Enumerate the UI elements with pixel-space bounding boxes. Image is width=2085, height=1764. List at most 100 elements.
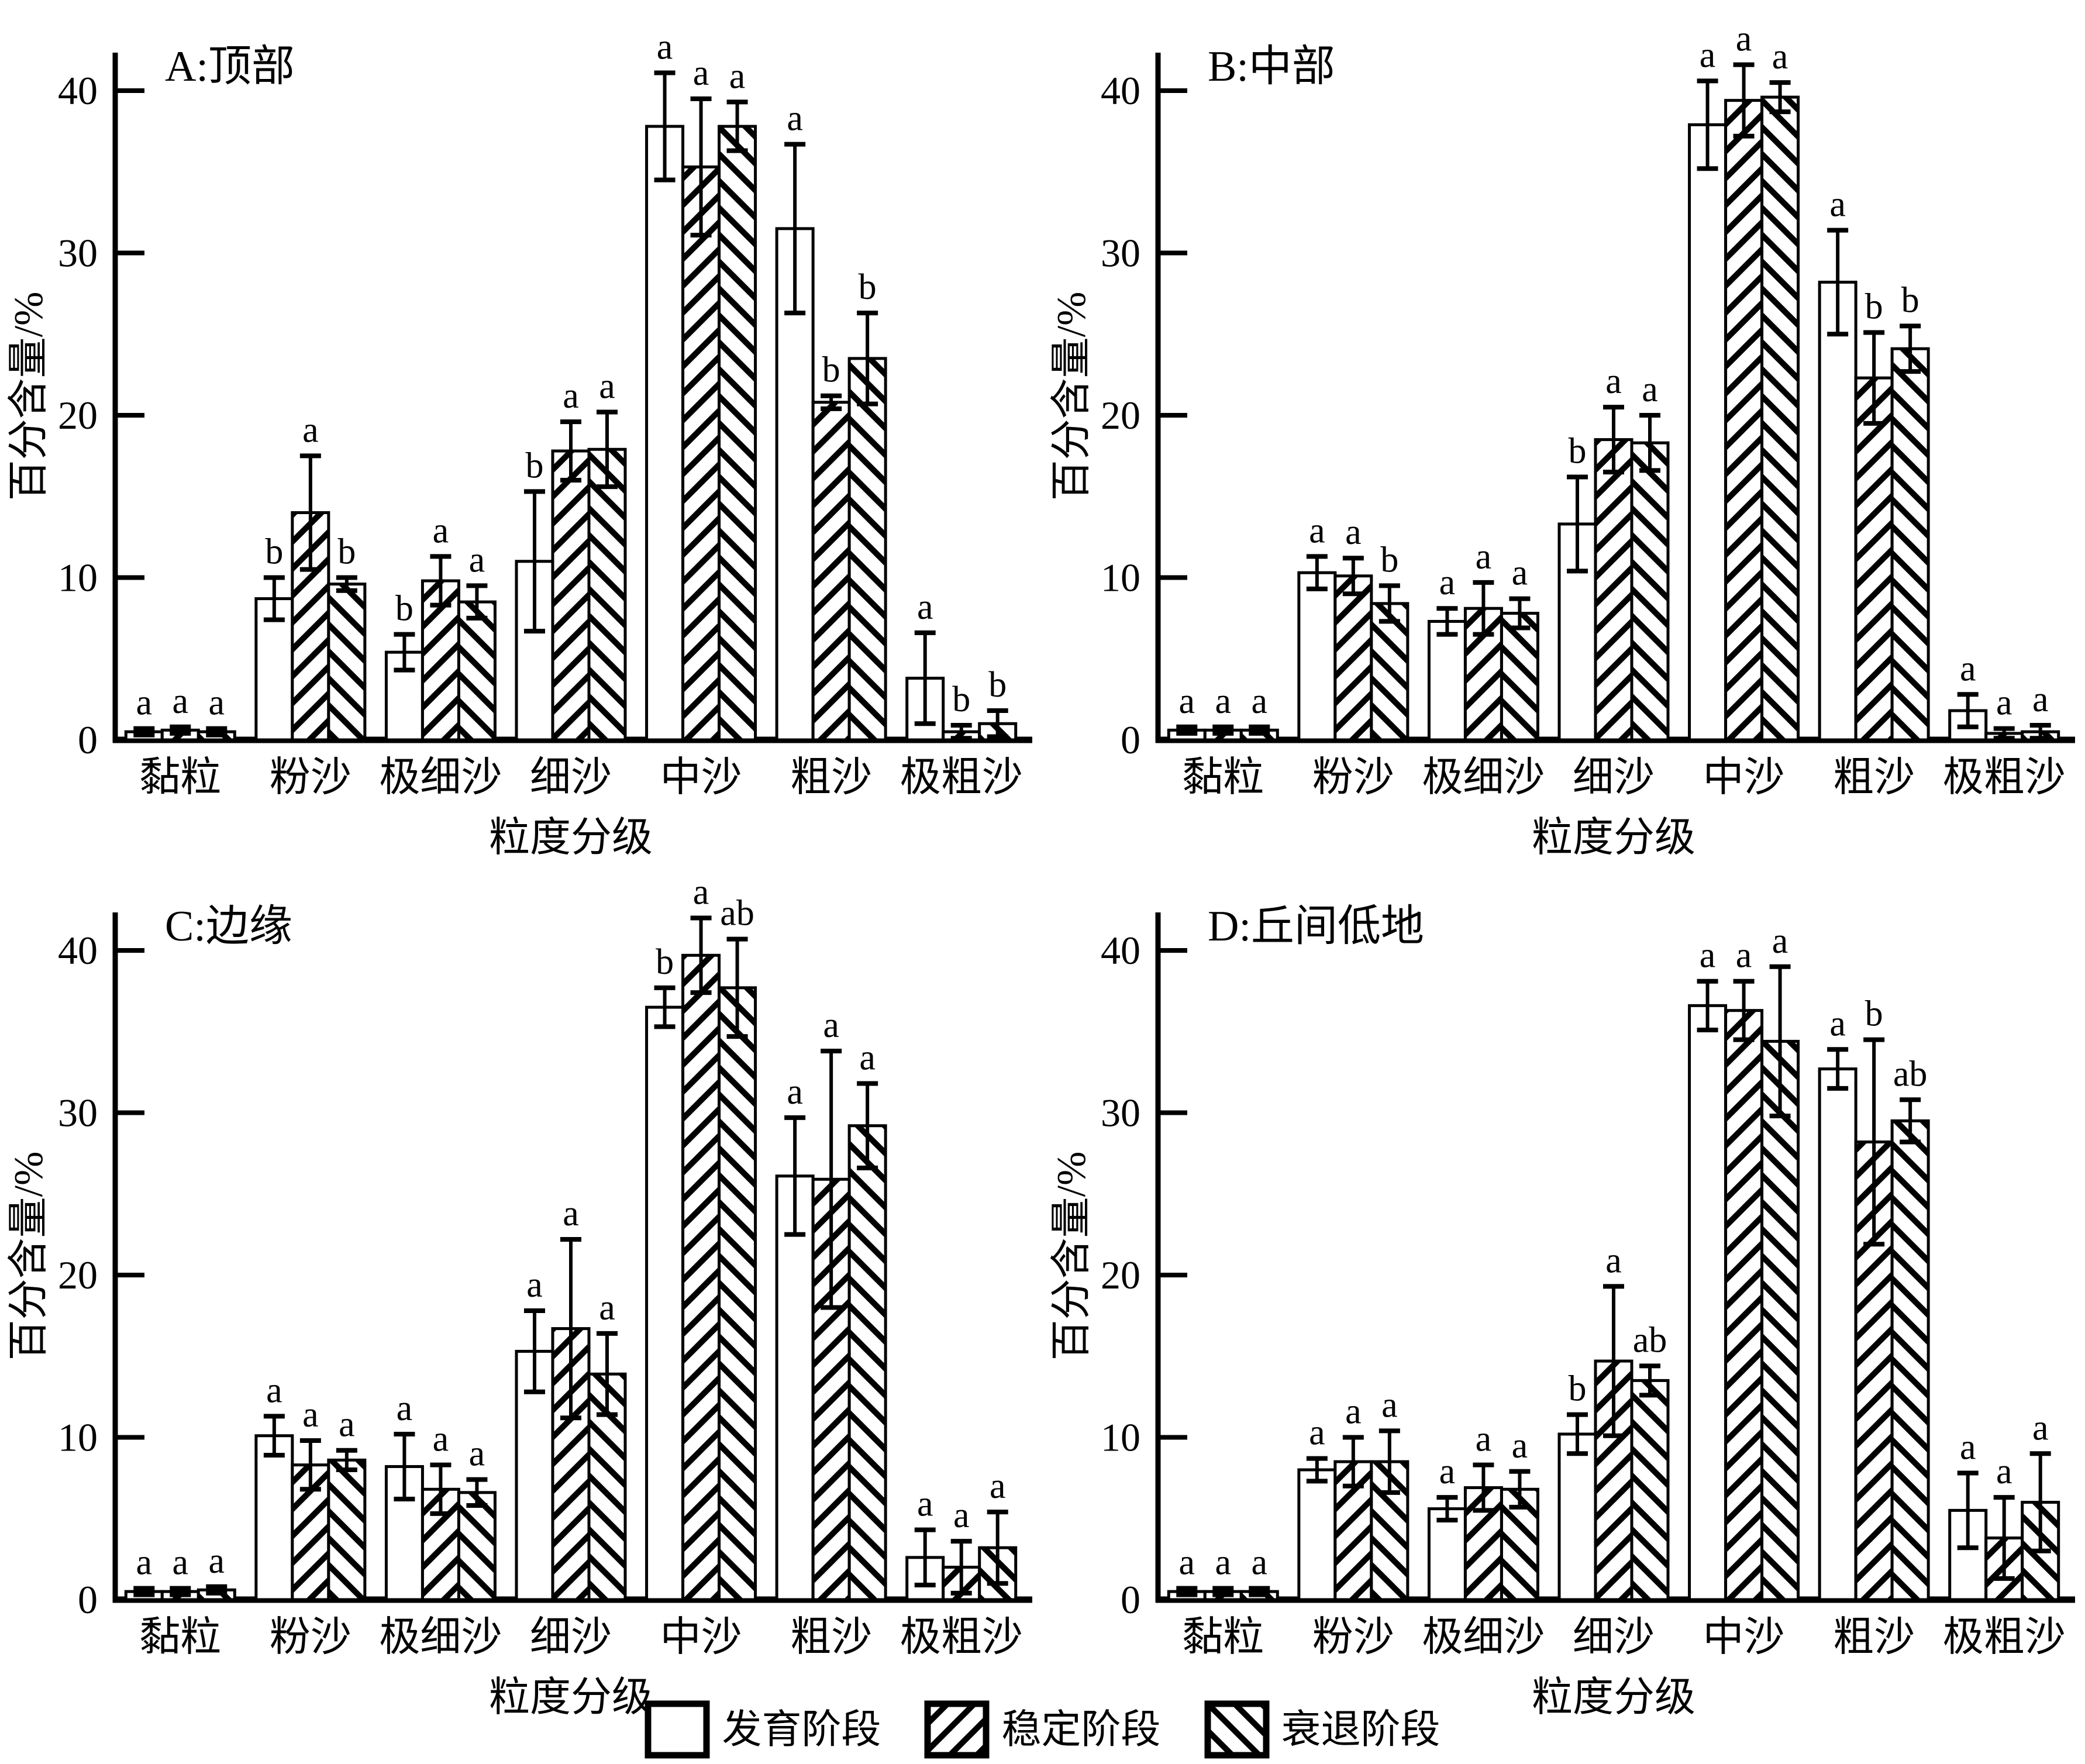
x-category-label: 粗沙: [1833, 755, 1915, 800]
sig-letter: a: [1439, 563, 1456, 602]
sig-letter: a: [990, 1466, 1006, 1506]
sig-letter: a: [469, 1434, 485, 1474]
y-tick-label: 20: [58, 393, 98, 437]
legend-swatch-hatch-backward: [1204, 1700, 1270, 1759]
panel-title: D:丘间低地: [1208, 902, 1424, 950]
x-axis-label: 粒度分级: [1532, 1675, 1695, 1720]
panel-title: C:边缘: [165, 902, 292, 950]
sig-letter: b: [952, 680, 970, 719]
sig-letter: a: [1345, 512, 1362, 552]
sig-letter: a: [136, 683, 153, 723]
y-tick-label: 30: [58, 231, 98, 275]
x-category-label: 中沙: [1703, 1615, 1785, 1660]
sig-letter: a: [1772, 37, 1788, 77]
x-category-label: 黏粒: [139, 1615, 221, 1660]
sig-letter: a: [1512, 553, 1528, 593]
bar: [1557, 1432, 1597, 1601]
sig-letter: a: [917, 587, 933, 627]
x-category-label: 黏粒: [1182, 755, 1264, 800]
x-category-label: 中沙: [1703, 755, 1785, 800]
sig-letter: b: [1569, 431, 1587, 471]
sig-letter: a: [397, 1389, 413, 1428]
y-tick-label: 0: [78, 718, 98, 762]
x-category-label: 粗沙: [790, 1615, 872, 1660]
bar: [681, 165, 721, 742]
sig-letter: a: [1309, 511, 1325, 550]
x-category-label: 粗沙: [1833, 1615, 1915, 1660]
sig-letter: a: [1345, 1392, 1362, 1432]
bar: [327, 1458, 367, 1601]
sig-letter: a: [2032, 680, 2049, 719]
y-tick-label: 0: [78, 1577, 98, 1622]
sig-letter: a: [1215, 1543, 1232, 1583]
sig-letter: b: [656, 942, 674, 982]
y-tick-label: 40: [58, 68, 98, 113]
x-category-label: 极细沙: [1422, 755, 1545, 800]
y-tick-label: 0: [1121, 1577, 1140, 1622]
bar: [1724, 99, 1764, 742]
sig-letter: b: [1380, 540, 1398, 580]
y-axis-label: 百分含量/%: [1049, 292, 1094, 501]
sig-letter: a: [1512, 1426, 1528, 1466]
sig-letter: a: [209, 1541, 225, 1581]
bar: [1333, 574, 1373, 742]
sig-letter: a: [1700, 35, 1716, 75]
x-axis-label: 粒度分级: [489, 1675, 653, 1720]
bar: [1818, 280, 1857, 742]
sig-letter: a: [859, 1038, 876, 1078]
sig-letter: a: [1700, 936, 1716, 976]
sig-letter: a: [1736, 936, 1752, 976]
sig-letter: a: [136, 1543, 153, 1583]
bar: [1297, 571, 1337, 742]
sig-letter: a: [787, 1072, 803, 1112]
sig-letter: a: [657, 27, 673, 67]
legend-label-development: 发育阶段: [722, 1707, 881, 1752]
sig-letter: a: [526, 1265, 543, 1305]
sig-letter: b: [1569, 1369, 1587, 1409]
sig-letter: a: [1215, 681, 1232, 721]
x-category-label: 黏粒: [139, 755, 221, 800]
sig-letter: a: [1642, 370, 1658, 409]
bar: [421, 579, 460, 742]
bar: [775, 1174, 815, 1601]
bar: [254, 597, 294, 742]
y-tick-label: 10: [1101, 1415, 1140, 1460]
x-category-label: 细沙: [1573, 1615, 1655, 1660]
bar: [847, 357, 887, 742]
sig-letter: a: [266, 1370, 282, 1410]
sig-letter: b: [859, 267, 877, 307]
sig-letter: b: [395, 589, 413, 629]
sig-letter: a: [1829, 1004, 1846, 1043]
legend-swatch-hatch-forward: [924, 1700, 990, 1759]
bar: [457, 1491, 497, 1601]
bar: [1890, 347, 1930, 742]
sig-letter: a: [209, 683, 225, 723]
sig-letter: a: [917, 1484, 933, 1524]
x-category-label: 极粗沙: [900, 755, 1023, 800]
sig-letter: a: [1605, 1241, 1622, 1280]
x-axis-label: 粒度分级: [489, 815, 653, 860]
y-tick-label: 20: [1101, 1253, 1140, 1297]
sig-letter: a: [953, 1496, 970, 1535]
bar: [1500, 612, 1539, 742]
sig-letter: a: [173, 681, 189, 721]
y-tick-label: 10: [58, 556, 98, 600]
sig-letter: a: [693, 873, 709, 912]
bar: [254, 1434, 294, 1601]
sig-letter: a: [729, 56, 746, 96]
bar: [718, 986, 757, 1601]
sig-letter: b: [988, 665, 1007, 705]
sig-letter: a: [2032, 1408, 2049, 1448]
x-category-label: 粉沙: [1312, 755, 1394, 800]
legend-label-stable: 稳定阶段: [1001, 1707, 1161, 1752]
sig-letter: a: [1996, 1452, 2012, 1491]
x-category-label: 极粗沙: [1943, 1615, 2066, 1660]
bar: [1630, 1379, 1670, 1601]
x-category-label: 粗沙: [790, 755, 872, 800]
bar: [1724, 1009, 1764, 1601]
sig-letter: a: [1252, 1543, 1268, 1583]
bar: [847, 1124, 887, 1601]
sig-letter: a: [433, 511, 449, 550]
sig-letter: a: [1996, 683, 2012, 723]
